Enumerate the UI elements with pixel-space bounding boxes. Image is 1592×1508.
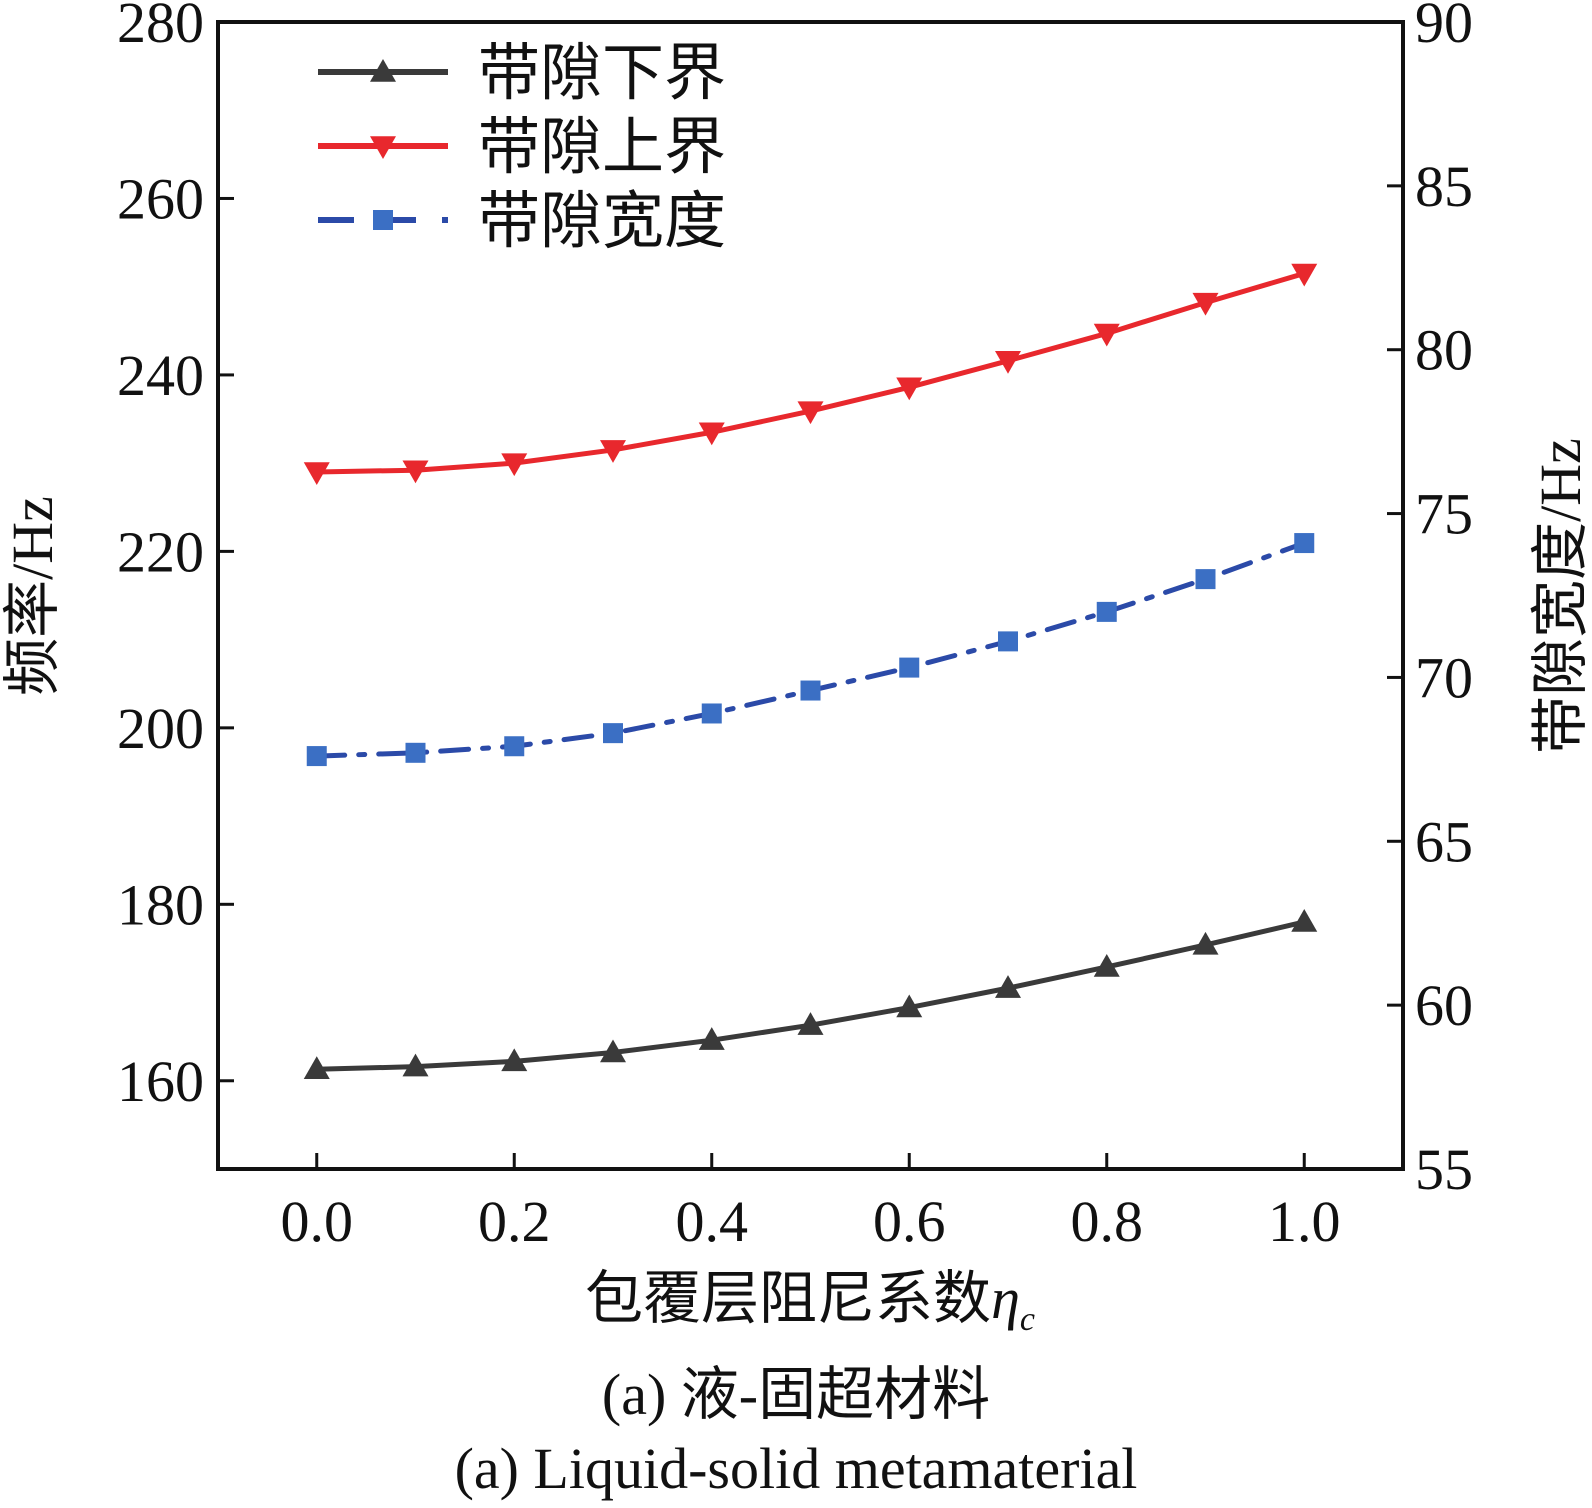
series-group [303, 908, 1318, 1080]
series-marker [1195, 569, 1216, 590]
y-left-tick-label: 160 [117, 1049, 204, 1114]
series-marker [600, 440, 626, 463]
series-marker [698, 1027, 725, 1050]
legend-label: 带隙下界 [478, 40, 726, 108]
y-right-tick-label: 75 [1415, 482, 1473, 547]
caption-chinese: (a) 液-固超材料 [601, 1362, 991, 1427]
series-marker [998, 631, 1018, 652]
series-line [314, 270, 1307, 475]
series-marker [402, 1053, 429, 1077]
series-marker [1192, 931, 1219, 955]
x-axis-title-subscript: c [1020, 1301, 1035, 1338]
series-marker [504, 736, 525, 757]
series-marker [373, 210, 393, 230]
y-right-tick-label: 60 [1415, 973, 1473, 1038]
series-marker [899, 657, 920, 678]
y-left-tick-label: 260 [117, 166, 204, 231]
y-right-tick-label: 55 [1415, 1137, 1473, 1202]
chart: 160 180 200 220 240 260 280 55 60 65 70 75 80 85 90 0… [0, 0, 1592, 1338]
series-marker [303, 1056, 330, 1080]
x-tick-label: 0.0 [281, 1189, 354, 1254]
series-marker [995, 351, 1021, 374]
series-marker [370, 59, 396, 82]
legend-label: 带隙宽度 [478, 188, 726, 256]
series-marker [1093, 323, 1120, 347]
series-layer [303, 263, 1318, 1080]
series-marker [698, 422, 725, 446]
x-axis-ticks: 0.0 0.2 0.4 0.6 0.8 1.0 [281, 1153, 1341, 1254]
y-left-tick-label: 180 [117, 872, 204, 937]
x-axis-title-text: 包覆层阻尼系数 [585, 1266, 991, 1331]
y-right-tick-label: 65 [1415, 809, 1473, 874]
y-left-tick-label: 200 [117, 696, 204, 761]
x-axis-title-symbol: η [991, 1266, 1020, 1331]
y-left-tick-label: 280 [117, 0, 204, 55]
series-marker [1294, 533, 1315, 554]
right-axis-ticks: 55 60 65 70 75 80 85 90 [1387, 0, 1473, 1202]
y-axis-left-title: 频率/Hz [0, 496, 65, 696]
x-tick-label: 0.8 [1071, 1189, 1144, 1254]
series-marker [306, 746, 327, 767]
series-marker [600, 1039, 626, 1063]
series-line [314, 540, 1307, 759]
legend-label: 带隙上界 [478, 114, 726, 182]
series-marker [1291, 908, 1318, 932]
y-left-tick-label: 220 [117, 519, 204, 584]
series-group [306, 533, 1315, 767]
series-marker [1192, 292, 1219, 316]
y-right-tick-label: 80 [1415, 318, 1473, 383]
series-group [303, 263, 1318, 485]
x-tick-label: 1.0 [1268, 1189, 1341, 1254]
series-marker [800, 680, 821, 701]
series-marker [797, 401, 824, 425]
series-marker [701, 703, 722, 724]
x-tick-label: 0.4 [676, 1189, 749, 1254]
series-marker [603, 723, 623, 744]
caption-english: (a) Liquid-solid metamaterial [454, 1436, 1138, 1501]
series-line [314, 919, 1307, 1072]
series-marker [1291, 263, 1318, 287]
y-axis-right-title: 带隙宽度/Hz [1528, 438, 1592, 754]
series-marker [501, 453, 528, 477]
series-marker [896, 994, 923, 1018]
plot-frame [216, 20, 1405, 1171]
x-tick-label: 0.2 [478, 1189, 551, 1254]
left-axis-ticks: 160 180 200 220 240 260 280 [117, 0, 234, 1114]
series-marker [303, 462, 330, 485]
y-left-tick-label: 240 [117, 343, 204, 408]
series-marker [1096, 601, 1117, 622]
x-axis-title: 包覆层阻尼系数ηc [585, 1266, 1035, 1338]
series-marker [402, 460, 429, 484]
series-marker [501, 1048, 528, 1072]
series-marker [370, 136, 396, 159]
series-marker [1093, 953, 1120, 977]
y-right-tick-label: 70 [1415, 645, 1473, 710]
series-marker [995, 975, 1021, 998]
series-marker [405, 742, 426, 763]
series-marker [896, 377, 923, 401]
x-tick-label: 0.6 [873, 1189, 946, 1254]
series-marker [797, 1012, 824, 1035]
y-right-tick-label: 85 [1415, 154, 1473, 219]
y-right-tick-label: 90 [1415, 0, 1473, 55]
